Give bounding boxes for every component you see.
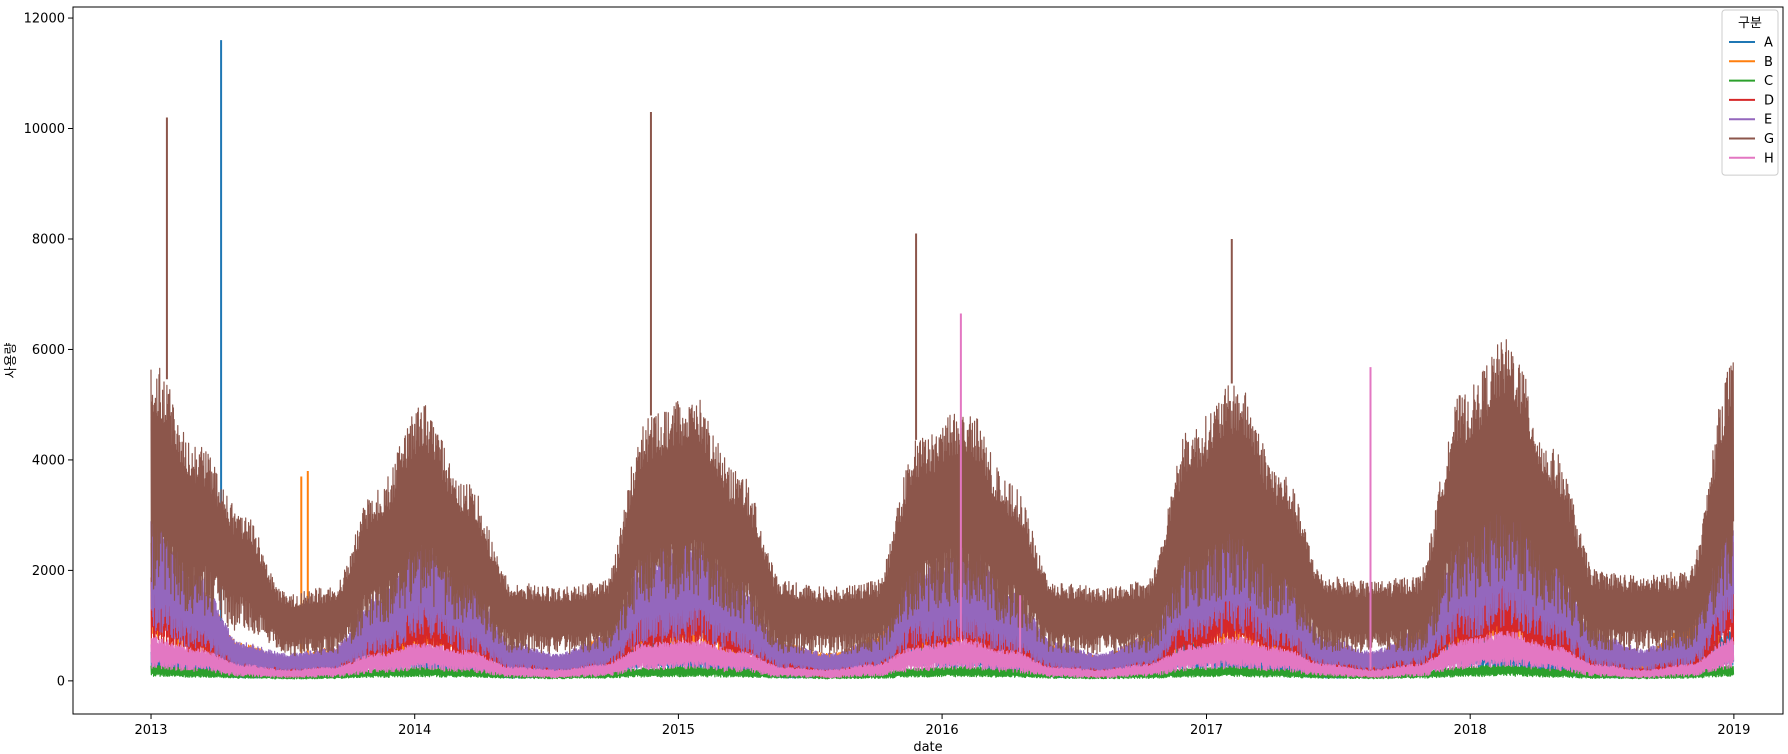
series-layer [150, 40, 1735, 680]
plot-frame [72, 6, 1784, 715]
legend-title: 구분 [1738, 16, 1762, 31]
y-tick-label: 12000 [24, 12, 65, 27]
series-C-line [150, 664, 1735, 680]
x-tick-label: 2013 [134, 723, 167, 738]
x-tick-label: 2016 [926, 723, 959, 738]
legend-label-H: H [1764, 151, 1774, 166]
x-tick-label: 2018 [1454, 723, 1487, 738]
y-tick-label: 2000 [32, 564, 65, 579]
legend-label-B: B [1764, 55, 1773, 70]
y-tick-label: 8000 [32, 232, 65, 247]
y-axis-label: 사용량 [4, 343, 19, 379]
x-axis-label: date [913, 740, 942, 754]
x-tick-label: 2014 [398, 723, 431, 738]
series-G-line [150, 339, 1735, 657]
legend-label-C: C [1764, 74, 1773, 89]
x-axis: 2013 2014 2015 2016 2017 2018 2019 [134, 714, 1750, 738]
legend-label-D: D [1764, 93, 1774, 108]
legend-box [1721, 9, 1779, 176]
series-H-line [150, 630, 1735, 679]
x-tick-label: 2015 [662, 723, 695, 738]
x-tick-label: 2019 [1717, 723, 1750, 738]
y-tick-label: 10000 [24, 122, 65, 137]
x-tick-label: 2017 [1190, 723, 1223, 738]
y-tick-label: 0 [57, 674, 65, 689]
y-axis: 0 2000 4000 6000 8000 10000 12000 [24, 12, 73, 689]
y-tick-label: 4000 [32, 453, 65, 468]
legend-label-A: A [1764, 36, 1773, 51]
y-tick-label: 6000 [32, 343, 65, 358]
legend-label-G: G [1764, 132, 1774, 147]
legend-label-E: E [1764, 113, 1772, 128]
